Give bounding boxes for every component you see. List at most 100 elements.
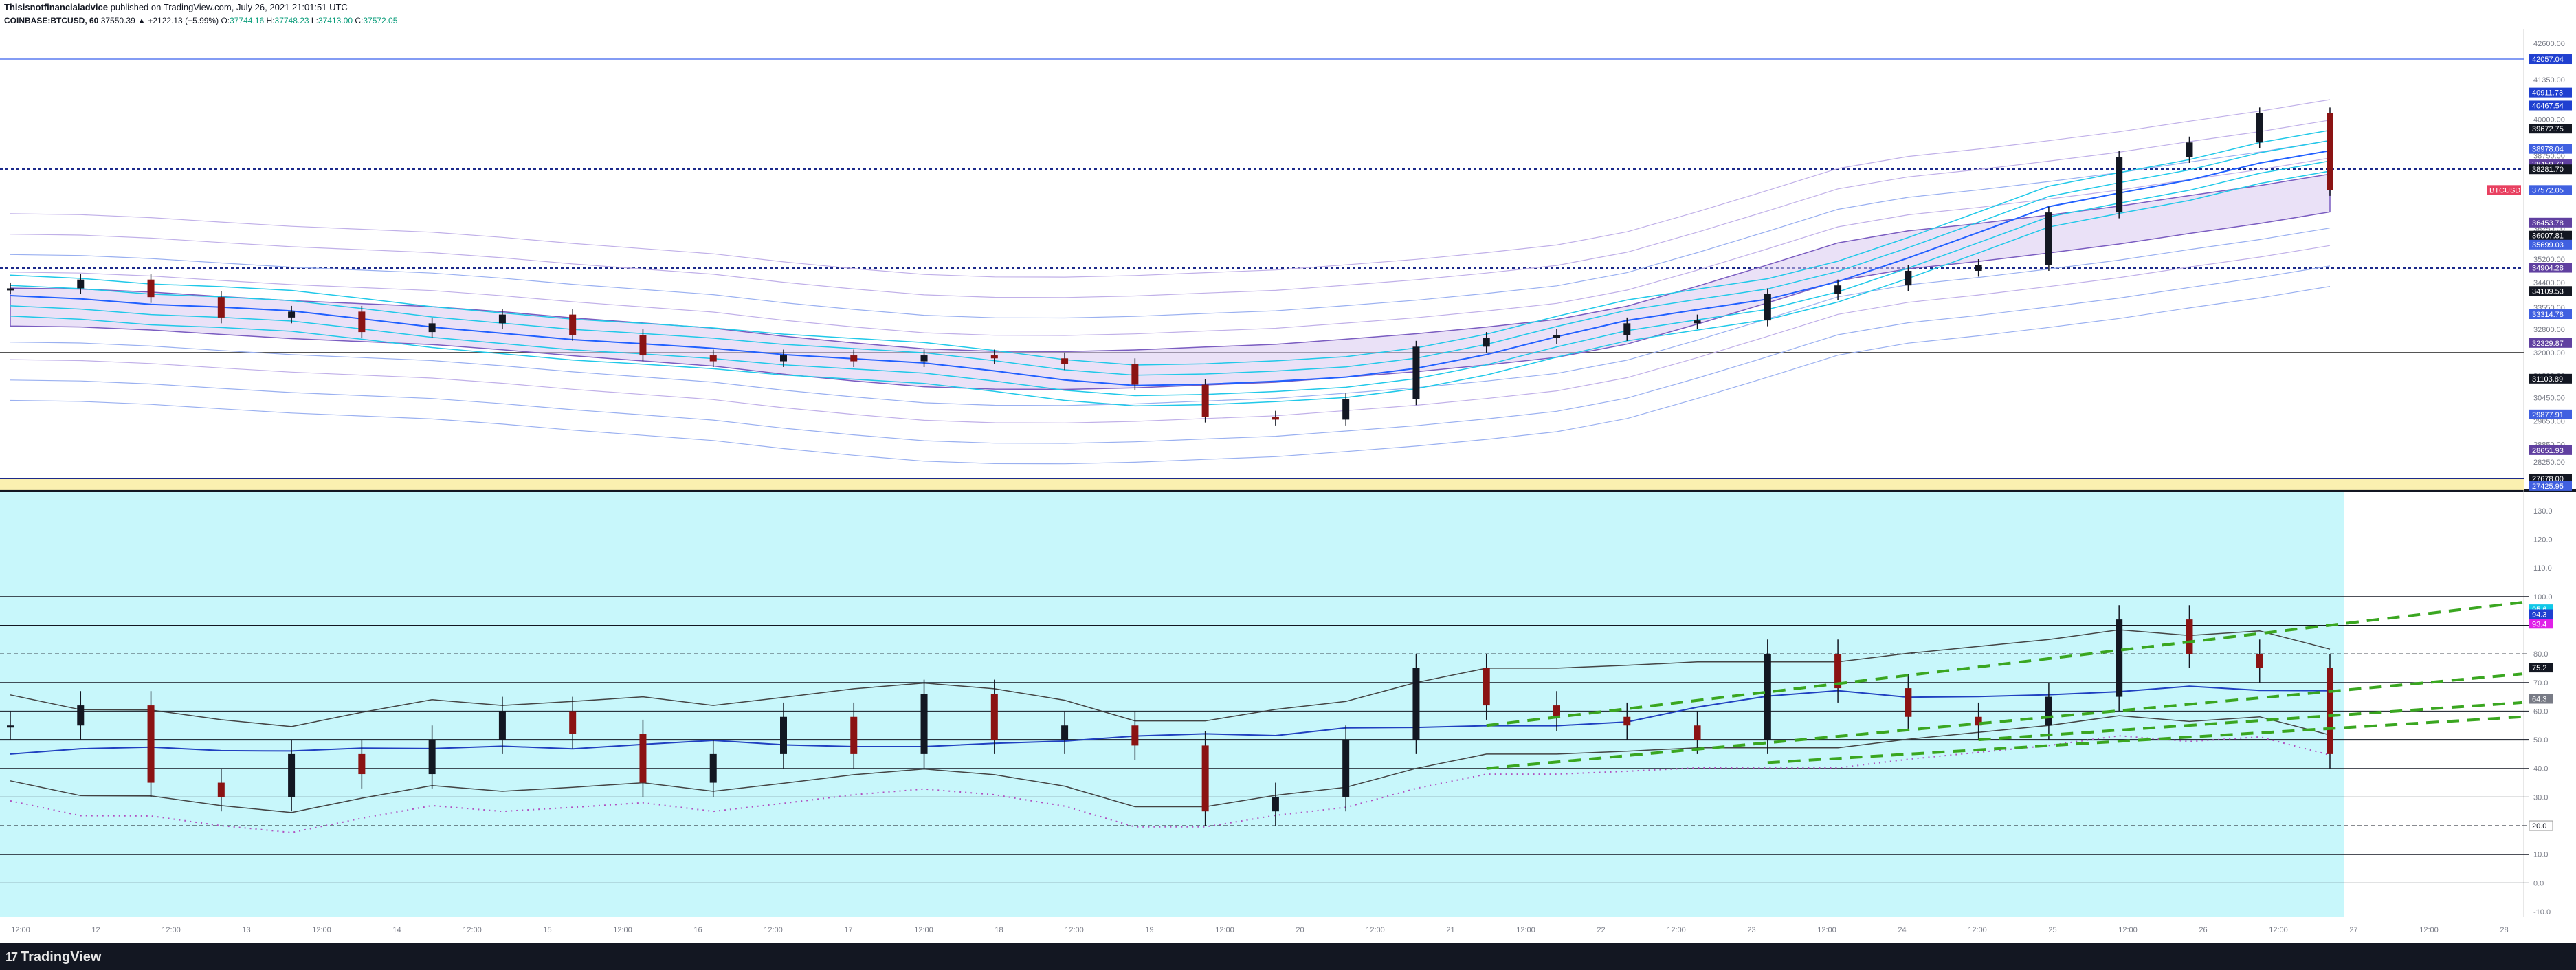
price-candle <box>1342 399 1350 420</box>
time-axis-label: 20 <box>1296 926 1304 934</box>
oscillator-value-tag <box>2529 663 2553 673</box>
oscillator-scale-label: 40.0 <box>2533 765 2548 773</box>
price-tag <box>2529 239 2572 250</box>
ema-ribbon <box>10 173 2331 390</box>
chart-area[interactable]: 42600.0041350.0040000.0038750.0037500.00… <box>0 29 2576 943</box>
oscillator-candle <box>428 740 436 775</box>
highlight-zone <box>0 478 2524 490</box>
price-candle <box>1131 364 1139 385</box>
price-candle <box>77 279 85 289</box>
oscillator-candle <box>2327 668 2333 754</box>
envelope-band <box>10 245 2331 423</box>
price-candle <box>7 288 14 291</box>
price-tag-label: 37572.05 <box>2532 186 2564 195</box>
price-candle <box>2045 212 2052 265</box>
time-axis-label: 15 <box>543 926 551 934</box>
time-axis-label: 12 <box>91 926 100 934</box>
oscillator-scale-label: 30.0 <box>2533 793 2548 802</box>
oscillator-value-tag-label: 64.3 <box>2532 696 2546 704</box>
time-axis-label: 24 <box>1898 926 1906 934</box>
price-candle <box>1764 294 1771 321</box>
price-candle <box>428 323 436 333</box>
time-axis-label: 12:00 <box>1065 926 1084 934</box>
oscillator-candle <box>1553 705 1560 717</box>
envelope-band <box>10 157 2331 336</box>
price-candle <box>1412 346 1420 399</box>
price-scale-label: 41350.00 <box>2533 76 2565 85</box>
price-scale-label: 28250.00 <box>2533 459 2565 467</box>
last-price: 37550.39 <box>100 16 135 25</box>
price-candle <box>639 335 647 356</box>
publish-info: Thisisnotfinancialadvice published on Tr… <box>4 2 348 12</box>
price-tag <box>2529 373 2572 384</box>
oscillator-candle <box>288 753 296 797</box>
price-scale-label: 34400.00 <box>2533 279 2565 287</box>
price-tag-label: 34109.53 <box>2532 287 2564 296</box>
price-candle <box>850 355 858 362</box>
oscillator-scale-label: 80.0 <box>2533 650 2548 659</box>
oscillator-candle <box>639 734 647 783</box>
oscillator-candle <box>358 753 366 775</box>
time-axis-label: 12:00 <box>1516 926 1535 934</box>
oscillator-scale-label: 50.0 <box>2533 736 2548 745</box>
price-tag-label: 38978.04 <box>2532 146 2564 154</box>
price-tag-label: 28651.93 <box>2532 447 2564 455</box>
price-tag-label: 31103.89 <box>2532 375 2563 384</box>
price-candle <box>990 355 998 359</box>
price-candle <box>217 297 225 318</box>
price-up-arrow-icon: ▲ <box>137 16 146 25</box>
symbol-name[interactable]: COINBASE:BTCUSD, 60 <box>4 16 99 25</box>
oscillator-candle <box>2256 654 2263 668</box>
author-name[interactable]: Thisisnotfinancialadvice <box>4 2 108 12</box>
time-axis-label: 27 <box>2349 926 2357 934</box>
high-label: H: <box>266 16 275 25</box>
time-axis-label: 12:00 <box>2118 926 2138 934</box>
price-tag-label: 32329.87 <box>2532 340 2564 348</box>
price-scale-label: 42600.00 <box>2533 40 2565 48</box>
brand-name: TradingView <box>21 949 102 965</box>
oscillator-candle <box>780 716 787 754</box>
price-candle <box>1975 265 1982 271</box>
price-candle <box>1201 384 1209 417</box>
price-tag-label: 27425.95 <box>2532 483 2564 491</box>
tradingview-brand[interactable]: 17 TradingView <box>5 949 101 965</box>
cyan-band <box>10 140 2331 376</box>
oscillator-scale-label: 0.0 <box>2533 879 2544 888</box>
time-axis-label: 14 <box>392 926 401 934</box>
oscillator-candle <box>1975 716 1982 726</box>
price-tag <box>2529 445 2572 455</box>
price-candle <box>1905 270 1912 286</box>
oscillator-scale-label: 110.0 <box>2533 564 2552 573</box>
open-label: O: <box>221 16 230 25</box>
low-value: 37413.00 <box>318 16 353 25</box>
oscillator-candle <box>1342 740 1350 797</box>
envelope-band <box>10 99 2331 278</box>
price-tag <box>2529 409 2572 419</box>
time-axis-label: 13 <box>242 926 250 934</box>
oscillator-value-tag <box>2529 820 2553 831</box>
oscillator-value-tag <box>2529 609 2553 619</box>
time-axis-label: 12:00 <box>463 926 482 934</box>
price-tag <box>2529 338 2572 348</box>
oscillator-candle <box>1061 725 1069 740</box>
cyan-band <box>10 129 2331 366</box>
oscillator-candle <box>920 694 928 754</box>
time-axis-label: 22 <box>1597 926 1605 934</box>
oscillator-candle <box>1483 668 1490 706</box>
price-candle <box>1483 338 1490 347</box>
price-candle <box>2186 142 2193 157</box>
price-tag-label: 42057.04 <box>2532 56 2564 64</box>
oscillator-scale-label: 120.0 <box>2533 536 2553 544</box>
price-tag-label: 40911.73 <box>2532 89 2563 98</box>
oscillator-scale-label: 10.0 <box>2533 851 2548 859</box>
close-value: 37572.05 <box>363 16 398 25</box>
price-tag <box>2529 54 2572 65</box>
oscillator-dotted-line <box>10 735 2331 834</box>
oscillator-candle <box>569 711 577 734</box>
oscillator-pane-bg <box>0 491 2344 917</box>
trendline <box>1767 715 2523 764</box>
price-tag <box>2529 100 2572 111</box>
price-candle <box>920 355 928 362</box>
chart-svg[interactable]: 42600.0041350.0040000.0038750.0037500.00… <box>0 29 2576 943</box>
oscillator-candle <box>2116 619 2123 697</box>
